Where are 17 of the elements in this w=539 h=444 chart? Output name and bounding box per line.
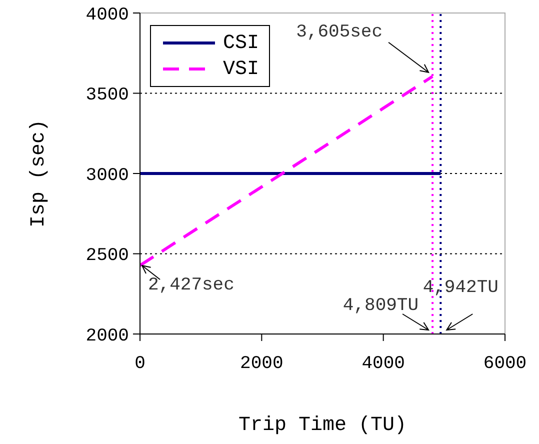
- x-tick-label: 2000: [240, 354, 284, 374]
- annotation: 3,605sec: [296, 22, 383, 42]
- annotation: 2,427sec: [148, 275, 234, 296]
- x-tick-label: 4000: [362, 354, 405, 374]
- x-tick-label: 6000: [483, 354, 527, 374]
- x-axis-title: Trip Time (TU): [238, 414, 407, 437]
- y-tick-label: 2000: [86, 326, 129, 346]
- y-tick-label: 3500: [86, 86, 129, 106]
- y-tick-label: 2500: [86, 246, 129, 266]
- annotation: 4,942TU: [422, 278, 498, 298]
- y-axis-title: Isp (sec): [27, 119, 50, 228]
- y-tick-label: 3000: [86, 166, 129, 186]
- legend-label: CSI: [223, 32, 260, 54]
- y-tick-label: 4000: [86, 5, 129, 26]
- annotation: 4,809TU: [342, 296, 419, 316]
- x-tick-label: 0: [134, 354, 146, 374]
- legend-label: VSI: [223, 58, 260, 80]
